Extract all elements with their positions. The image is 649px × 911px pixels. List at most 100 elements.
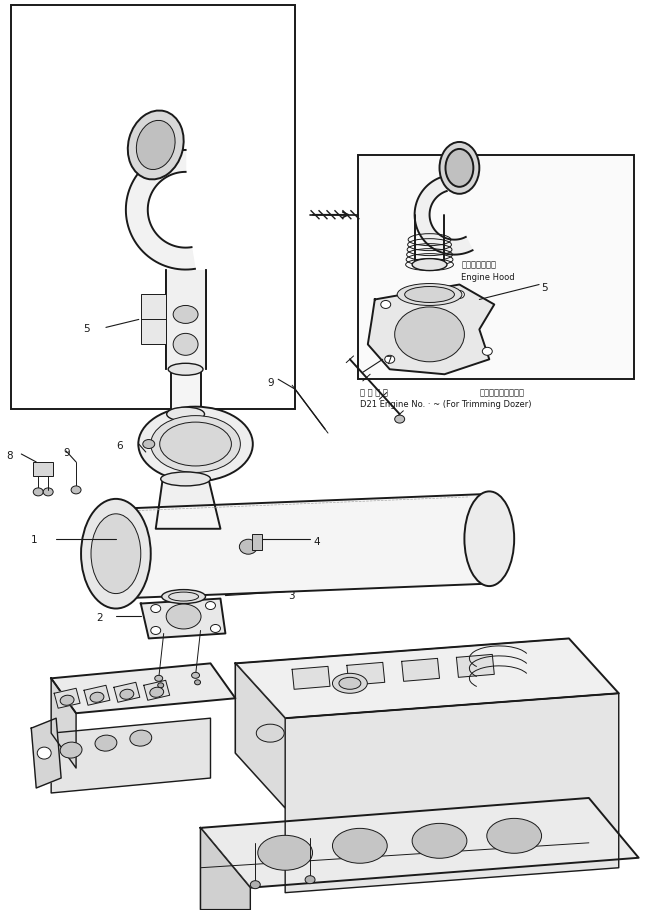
Polygon shape: [84, 686, 110, 705]
Polygon shape: [51, 663, 236, 713]
Polygon shape: [141, 599, 225, 639]
Ellipse shape: [332, 673, 367, 693]
Text: 5: 5: [541, 282, 548, 292]
Ellipse shape: [160, 423, 232, 466]
Ellipse shape: [454, 292, 465, 299]
Text: 4: 4: [313, 537, 320, 547]
Ellipse shape: [158, 683, 164, 688]
Polygon shape: [456, 655, 495, 678]
Ellipse shape: [395, 415, 405, 424]
Ellipse shape: [258, 835, 313, 870]
Polygon shape: [51, 679, 76, 768]
Ellipse shape: [90, 692, 104, 702]
Bar: [358, 156, 633, 380]
Ellipse shape: [167, 408, 204, 422]
Polygon shape: [292, 667, 330, 690]
Polygon shape: [51, 719, 210, 793]
Ellipse shape: [405, 287, 454, 303]
Polygon shape: [201, 798, 639, 887]
Ellipse shape: [256, 724, 284, 742]
Ellipse shape: [465, 492, 514, 587]
Ellipse shape: [412, 824, 467, 858]
Ellipse shape: [439, 143, 480, 195]
Ellipse shape: [397, 284, 462, 306]
Text: 9: 9: [63, 447, 69, 457]
Ellipse shape: [381, 302, 391, 309]
Bar: [165, 271, 206, 370]
Bar: [252, 534, 262, 550]
Text: 5: 5: [83, 324, 90, 334]
Ellipse shape: [166, 604, 201, 630]
Ellipse shape: [33, 488, 43, 496]
Polygon shape: [347, 662, 385, 686]
Ellipse shape: [339, 678, 361, 690]
Ellipse shape: [151, 605, 161, 613]
Text: 7: 7: [385, 356, 391, 366]
Ellipse shape: [154, 676, 163, 681]
Ellipse shape: [151, 627, 161, 635]
Text: エンジンフード: エンジンフード: [461, 261, 496, 270]
Text: 1: 1: [31, 534, 38, 544]
Ellipse shape: [385, 356, 395, 363]
Ellipse shape: [143, 440, 154, 449]
Ellipse shape: [206, 602, 215, 609]
Bar: [171, 370, 201, 415]
Text: 8: 8: [6, 451, 13, 460]
Ellipse shape: [162, 590, 206, 604]
Ellipse shape: [487, 818, 541, 854]
Ellipse shape: [81, 499, 151, 609]
Bar: [141, 295, 165, 345]
Ellipse shape: [191, 672, 199, 679]
Text: 3: 3: [288, 590, 295, 600]
Ellipse shape: [151, 416, 240, 473]
Text: D21 Engine No. · ~ (For Trimming Dozer): D21 Engine No. · ~ (For Trimming Dozer): [360, 400, 532, 409]
Ellipse shape: [332, 828, 387, 864]
Ellipse shape: [91, 514, 141, 594]
Text: 6: 6: [116, 441, 123, 451]
Ellipse shape: [482, 348, 493, 356]
Polygon shape: [285, 693, 618, 893]
Ellipse shape: [60, 695, 74, 705]
Polygon shape: [156, 479, 221, 529]
Ellipse shape: [168, 363, 203, 376]
Ellipse shape: [128, 111, 184, 180]
Polygon shape: [116, 495, 489, 599]
Ellipse shape: [173, 334, 198, 356]
Polygon shape: [402, 659, 439, 681]
Polygon shape: [114, 682, 140, 702]
Text: 適 用 号 機: 適 用 号 機: [360, 388, 387, 397]
Polygon shape: [54, 689, 80, 709]
Ellipse shape: [251, 881, 260, 889]
Ellipse shape: [95, 735, 117, 752]
Ellipse shape: [138, 407, 253, 482]
Text: 2: 2: [96, 612, 103, 622]
Bar: [11, 6, 295, 410]
Polygon shape: [236, 639, 618, 719]
Text: Engine Hood: Engine Hood: [461, 272, 515, 281]
Ellipse shape: [305, 875, 315, 884]
Polygon shape: [201, 828, 251, 909]
Ellipse shape: [445, 149, 473, 188]
Text: 9: 9: [267, 378, 274, 388]
Text: トリミングドーザ用: トリミングドーザ用: [480, 388, 524, 397]
Ellipse shape: [173, 306, 198, 324]
Bar: [33, 463, 53, 476]
Ellipse shape: [210, 625, 221, 633]
Ellipse shape: [136, 121, 175, 170]
Ellipse shape: [43, 488, 53, 496]
Ellipse shape: [150, 688, 164, 698]
Ellipse shape: [161, 473, 210, 486]
Ellipse shape: [395, 308, 465, 363]
Polygon shape: [368, 285, 495, 374]
Polygon shape: [236, 663, 285, 808]
Polygon shape: [201, 828, 251, 909]
Polygon shape: [144, 681, 169, 701]
Polygon shape: [236, 663, 285, 808]
Ellipse shape: [120, 690, 134, 700]
Ellipse shape: [60, 742, 82, 758]
Ellipse shape: [412, 260, 447, 271]
Polygon shape: [126, 150, 195, 271]
Ellipse shape: [71, 486, 81, 495]
Ellipse shape: [195, 681, 201, 685]
Ellipse shape: [130, 731, 152, 746]
